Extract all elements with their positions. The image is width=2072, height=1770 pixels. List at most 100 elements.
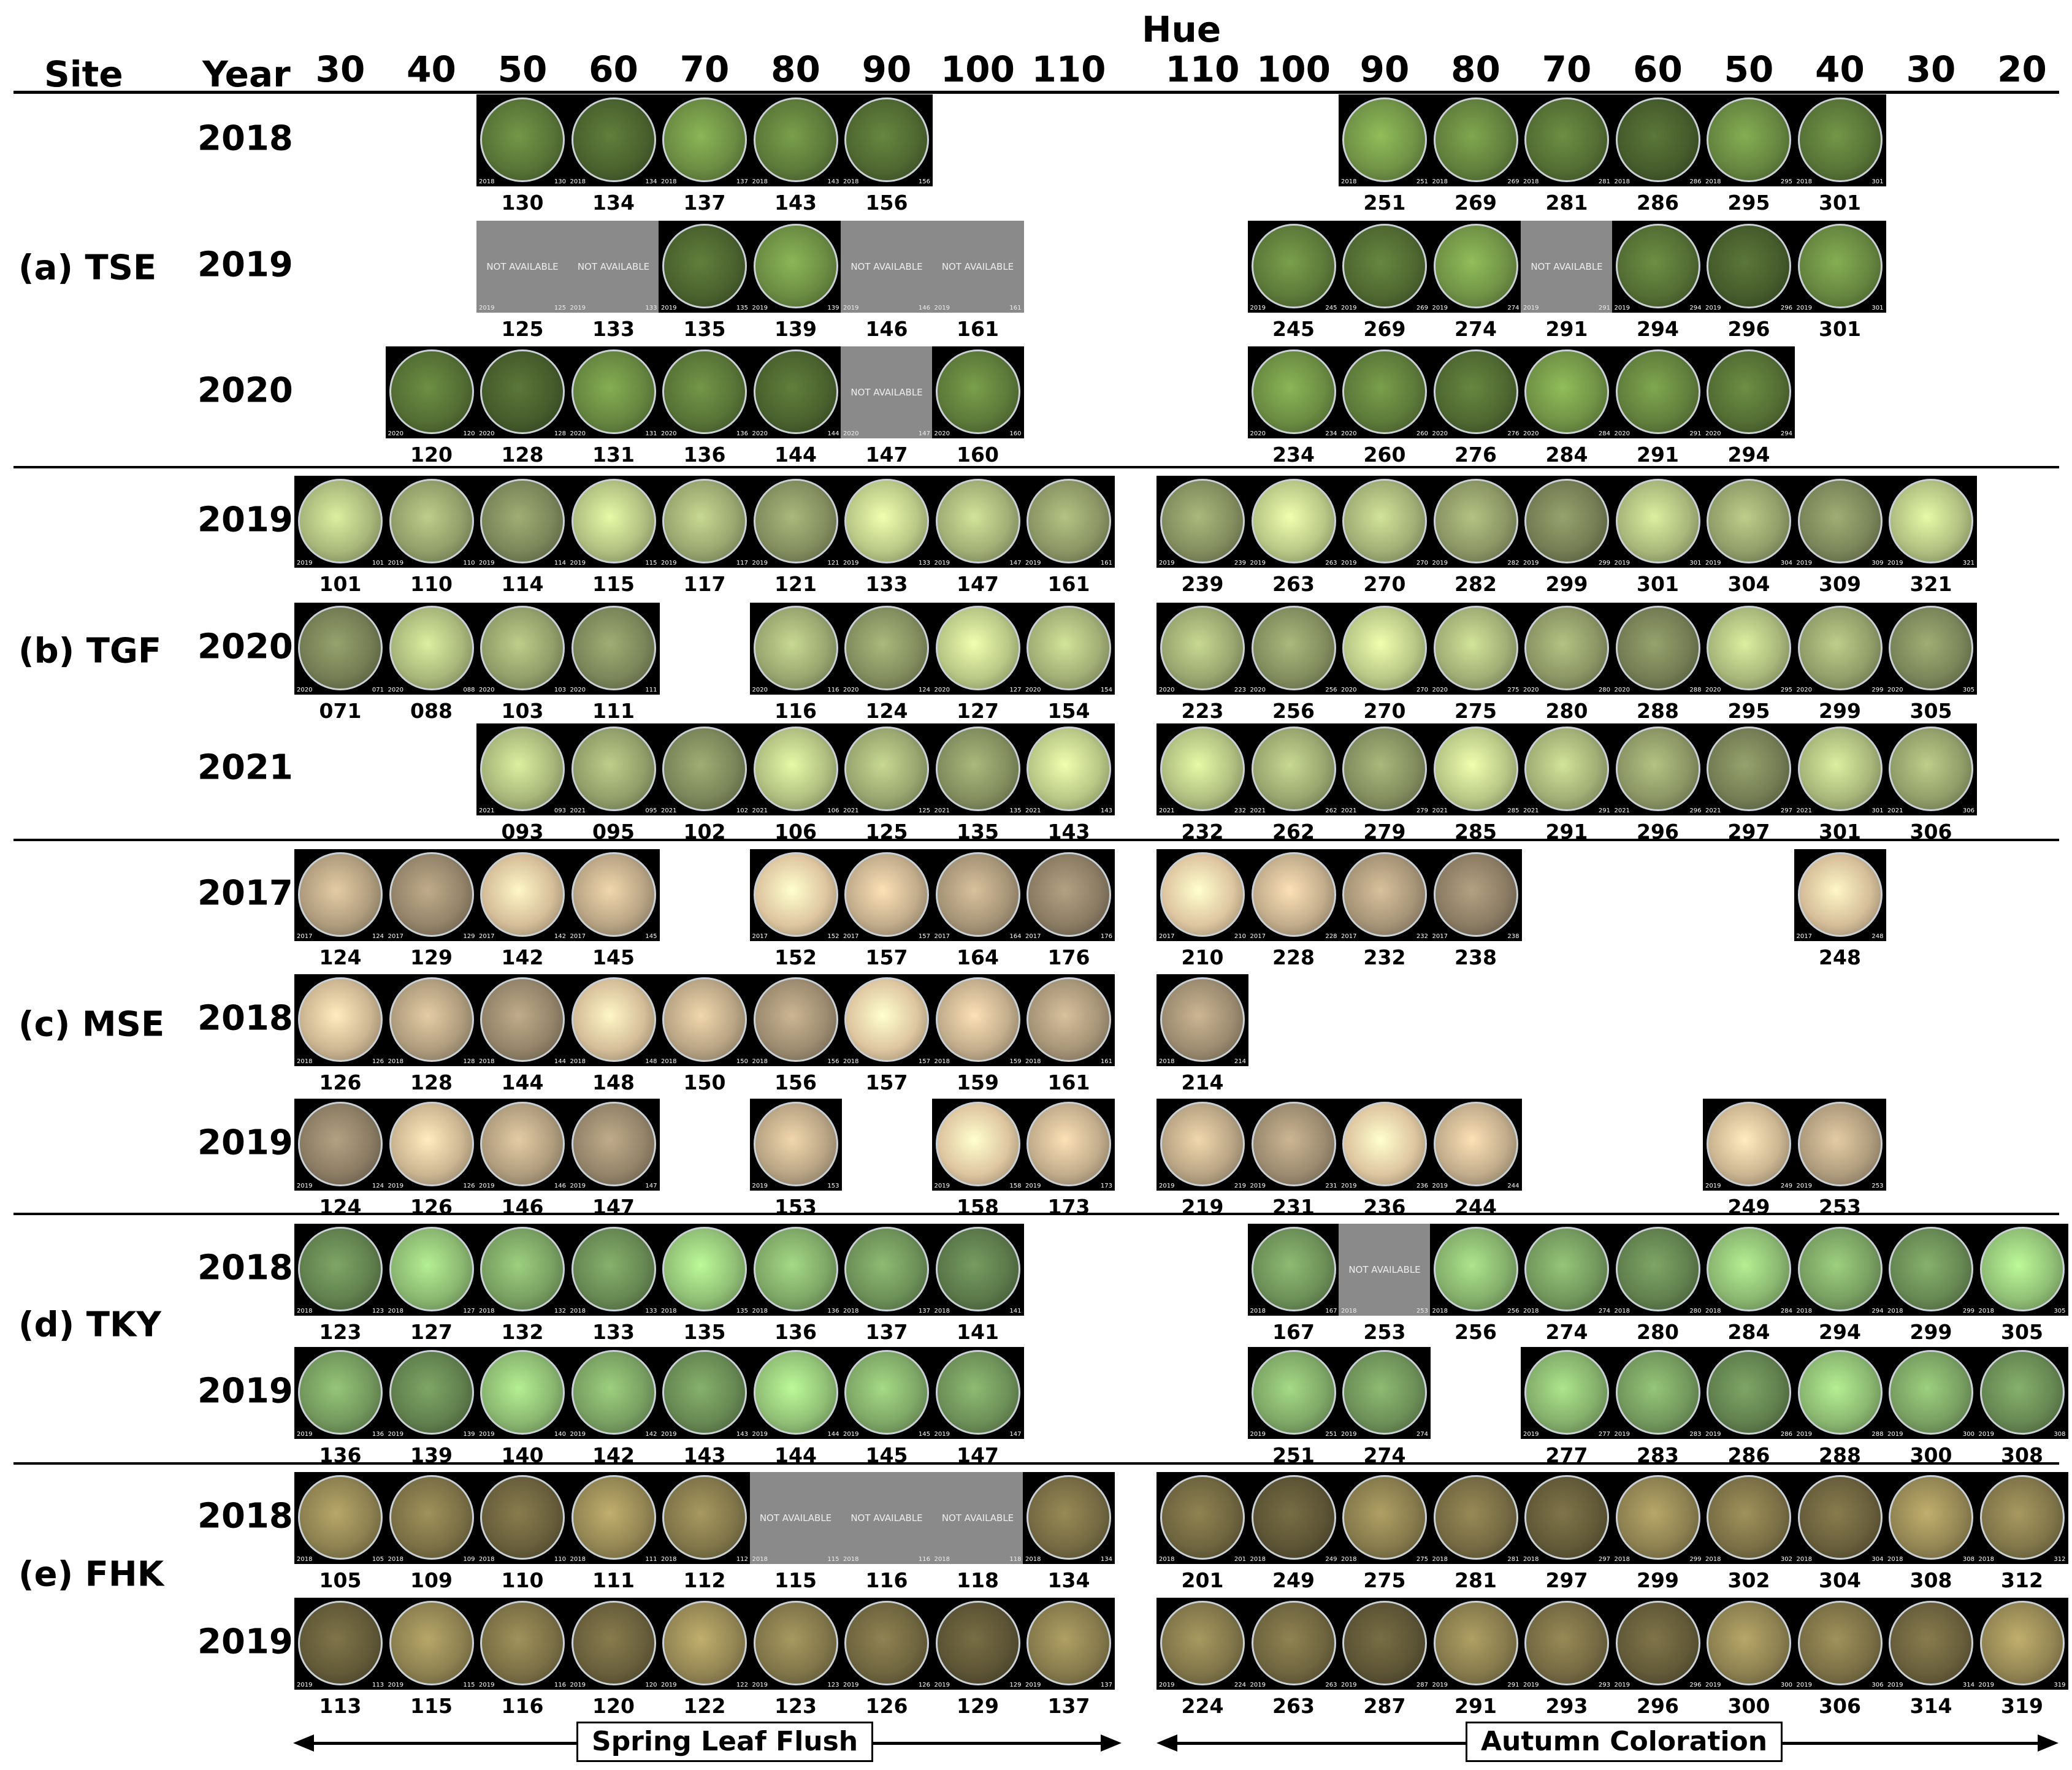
camera-image-tile[interactable]: 2019 122 [659, 1598, 751, 1690]
camera-image-tile[interactable]: 2021 297 [1703, 723, 1795, 815]
camera-image-tile[interactable]: 2018 304 [1794, 1472, 1886, 1564]
camera-image-tile[interactable]: 2018 295 [1703, 94, 1795, 186]
camera-image-tile[interactable]: 2018 132 [476, 1224, 568, 1316]
camera-image-tile[interactable]: 2021 291 [1521, 723, 1613, 815]
camera-image-tile[interactable]: 2019 263 [1247, 1598, 1340, 1690]
camera-image-tile[interactable]: 2020 256 [1247, 603, 1340, 695]
camera-image-tile[interactable]: 2020 288 [1611, 603, 1704, 695]
camera-image-tile[interactable]: 2017 164 [931, 849, 1024, 941]
camera-image-tile[interactable]: 2018 281 [1521, 94, 1613, 186]
camera-image-tile[interactable]: 2021 125 [841, 723, 933, 815]
camera-image-tile[interactable]: 2020 111 [567, 603, 660, 695]
camera-image-tile[interactable]: 2019 110 [385, 476, 478, 568]
camera-image-tile[interactable]: 2020 270 [1339, 603, 1431, 695]
camera-image-tile[interactable]: 2020 295 [1703, 603, 1795, 695]
camera-image-tile[interactable]: 2019 113 [294, 1598, 386, 1690]
camera-image-tile[interactable]: 2018 137 [659, 94, 751, 186]
camera-image-tile[interactable]: 2020 071 [294, 603, 386, 695]
camera-image-tile[interactable]: 2019 139 [749, 221, 842, 313]
camera-image-tile[interactable]: 2019 219 [1156, 1099, 1248, 1191]
camera-image-tile[interactable]: 2018 134 [1023, 1472, 1115, 1564]
camera-image-tile[interactable]: 2019 139 [385, 1347, 478, 1439]
camera-image-tile[interactable]: 2019 251 [1247, 1347, 1340, 1439]
camera-image-tile[interactable]: 2021 296 [1611, 723, 1704, 815]
camera-image-tile[interactable]: 2018 284 [1703, 1224, 1795, 1316]
camera-image-tile[interactable]: 2018 143 [749, 94, 842, 186]
camera-image-tile[interactable]: 2020 260 [1339, 346, 1431, 438]
camera-image-tile[interactable]: 2019 126 [841, 1598, 933, 1690]
camera-image-tile[interactable]: 2018 305 [1976, 1224, 2068, 1316]
camera-image-tile[interactable]: 2020 276 [1429, 346, 1522, 438]
camera-image-tile[interactable]: 2019 308 [1976, 1347, 2068, 1439]
camera-image-tile[interactable]: 2020 160 [931, 346, 1024, 438]
camera-image-tile[interactable]: 2019 115 [385, 1598, 478, 1690]
camera-image-tile[interactable]: 2017 228 [1247, 849, 1340, 941]
camera-image-tile[interactable]: 2020 294 [1703, 346, 1795, 438]
camera-image-tile[interactable]: 2018 269 [1429, 94, 1522, 186]
camera-image-tile[interactable]: 2018 274 [1521, 1224, 1613, 1316]
camera-image-tile[interactable]: 2018 249 [1247, 1472, 1340, 1564]
camera-image-tile[interactable]: 2019 263 [1247, 476, 1340, 568]
camera-image-tile[interactable]: 2018 159 [931, 974, 1024, 1066]
camera-image-tile[interactable]: 2019 129 [931, 1598, 1024, 1690]
camera-image-tile[interactable]: 2019 301 [1794, 221, 1886, 313]
camera-image-tile[interactable]: 2019 319 [1976, 1598, 2068, 1690]
camera-image-tile[interactable]: 2017 232 [1339, 849, 1431, 941]
camera-image-tile[interactable]: 2021 135 [931, 723, 1024, 815]
camera-image-tile[interactable]: 2019 124 [294, 1099, 386, 1191]
camera-image-tile[interactable]: 2018 214 [1156, 974, 1248, 1066]
camera-image-tile[interactable]: 2018 109 [385, 1472, 478, 1564]
camera-image-tile[interactable]: 2019 269 [1339, 221, 1431, 313]
camera-image-tile[interactable]: 2019 299 [1521, 476, 1613, 568]
camera-image-tile[interactable]: 2018 127 [385, 1224, 478, 1316]
camera-image-tile[interactable]: 2018 294 [1794, 1224, 1886, 1316]
camera-image-tile[interactable]: 2018 280 [1611, 1224, 1704, 1316]
camera-image-tile[interactable]: 2019 161 [1023, 476, 1115, 568]
camera-image-tile[interactable]: 2021 106 [749, 723, 842, 815]
camera-image-tile[interactable]: 2021 093 [476, 723, 568, 815]
camera-image-tile[interactable]: 2021 102 [659, 723, 751, 815]
camera-image-tile[interactable]: 2019 173 [1023, 1099, 1115, 1191]
camera-image-tile[interactable]: 2018 275 [1339, 1472, 1431, 1564]
camera-image-tile[interactable]: 2018 308 [1885, 1472, 1977, 1564]
camera-image-tile[interactable]: 2019 123 [749, 1598, 842, 1690]
camera-image-tile[interactable]: 2019 145 [841, 1347, 933, 1439]
camera-image-tile[interactable]: 2019 249 [1703, 1099, 1795, 1191]
camera-image-tile[interactable]: 2021 143 [1023, 723, 1115, 815]
camera-image-tile[interactable]: 2019 121 [749, 476, 842, 568]
camera-image-tile[interactable]: 2020 284 [1521, 346, 1613, 438]
camera-image-tile[interactable]: 2019 296 [1611, 1598, 1704, 1690]
camera-image-tile[interactable]: 2020 116 [749, 603, 842, 695]
camera-image-tile[interactable]: 2021 279 [1339, 723, 1431, 815]
camera-image-tile[interactable]: 2019 306 [1794, 1598, 1886, 1690]
camera-image-tile[interactable]: 2020 131 [567, 346, 660, 438]
camera-image-tile[interactable]: 2020 275 [1429, 603, 1522, 695]
camera-image-tile[interactable]: 2017 157 [841, 849, 933, 941]
camera-image-tile[interactable]: 2019 244 [1429, 1099, 1522, 1191]
camera-image-tile[interactable]: 2018 161 [1023, 974, 1115, 1066]
camera-image-tile[interactable]: 2019 288 [1794, 1347, 1886, 1439]
camera-image-tile[interactable]: 2018 302 [1703, 1472, 1795, 1564]
camera-image-tile[interactable]: 2019 136 [294, 1347, 386, 1439]
camera-image-tile[interactable]: 2018 286 [1611, 94, 1704, 186]
camera-image-tile[interactable]: 2018 111 [567, 1472, 660, 1564]
camera-image-tile[interactable]: 2020 154 [1023, 603, 1115, 695]
camera-image-tile[interactable]: 2018 312 [1976, 1472, 2068, 1564]
camera-image-tile[interactable]: 2018 134 [567, 94, 660, 186]
camera-image-tile[interactable]: 2018 281 [1429, 1472, 1522, 1564]
camera-image-tile[interactable]: 2019 126 [385, 1099, 478, 1191]
camera-image-tile[interactable]: 2019 147 [567, 1099, 660, 1191]
camera-image-tile[interactable]: 2020 088 [385, 603, 478, 695]
camera-image-tile[interactable]: 2018 126 [294, 974, 386, 1066]
camera-image-tile[interactable]: 2017 238 [1429, 849, 1522, 941]
camera-image-tile[interactable]: 2019 314 [1885, 1598, 1977, 1690]
camera-image-tile[interactable]: 2019 101 [294, 476, 386, 568]
camera-image-tile[interactable]: 2019 142 [567, 1347, 660, 1439]
camera-image-tile[interactable]: 2021 285 [1429, 723, 1522, 815]
camera-image-tile[interactable]: 2019 135 [659, 221, 751, 313]
camera-image-tile[interactable]: 2018 136 [749, 1224, 842, 1316]
camera-image-tile[interactable]: 2018 201 [1156, 1472, 1248, 1564]
camera-image-tile[interactable]: 2018 156 [749, 974, 842, 1066]
camera-image-tile[interactable]: 2018 130 [476, 94, 568, 186]
camera-image-tile[interactable]: 2019 293 [1521, 1598, 1613, 1690]
